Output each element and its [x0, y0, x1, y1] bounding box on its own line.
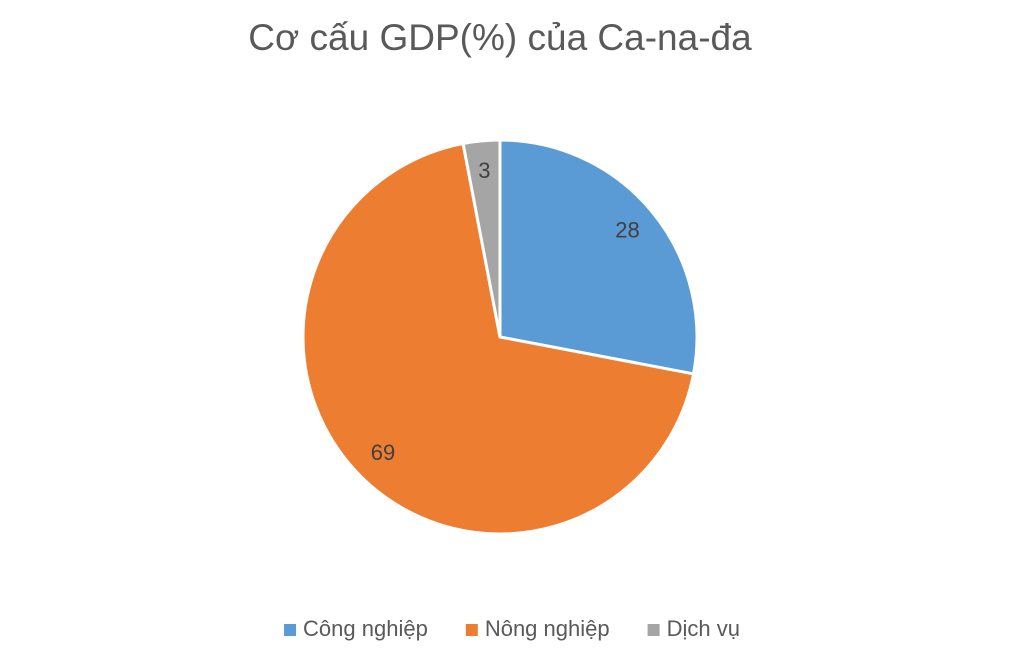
data-label: 3: [478, 158, 490, 183]
chart-title: Cơ cấu GDP(%) của Ca-na-đa: [248, 17, 752, 58]
legend-label: Nông nghiệp: [485, 616, 610, 641]
pie-slice: [461, 138, 502, 339]
legend-swatch: [465, 624, 478, 636]
legend-swatch: [284, 624, 297, 636]
data-label: 69: [371, 440, 395, 465]
data-label: 28: [615, 217, 639, 242]
pie-slice: [498, 138, 699, 376]
legend-swatch: [647, 624, 660, 636]
legend: Công nghiệp Nông nghiệp Dịch vụ: [284, 616, 740, 641]
pie-slice: [301, 141, 696, 536]
legend-label: Dịch vụ: [667, 616, 740, 641]
legend-label: Công nghiệp: [303, 616, 428, 641]
